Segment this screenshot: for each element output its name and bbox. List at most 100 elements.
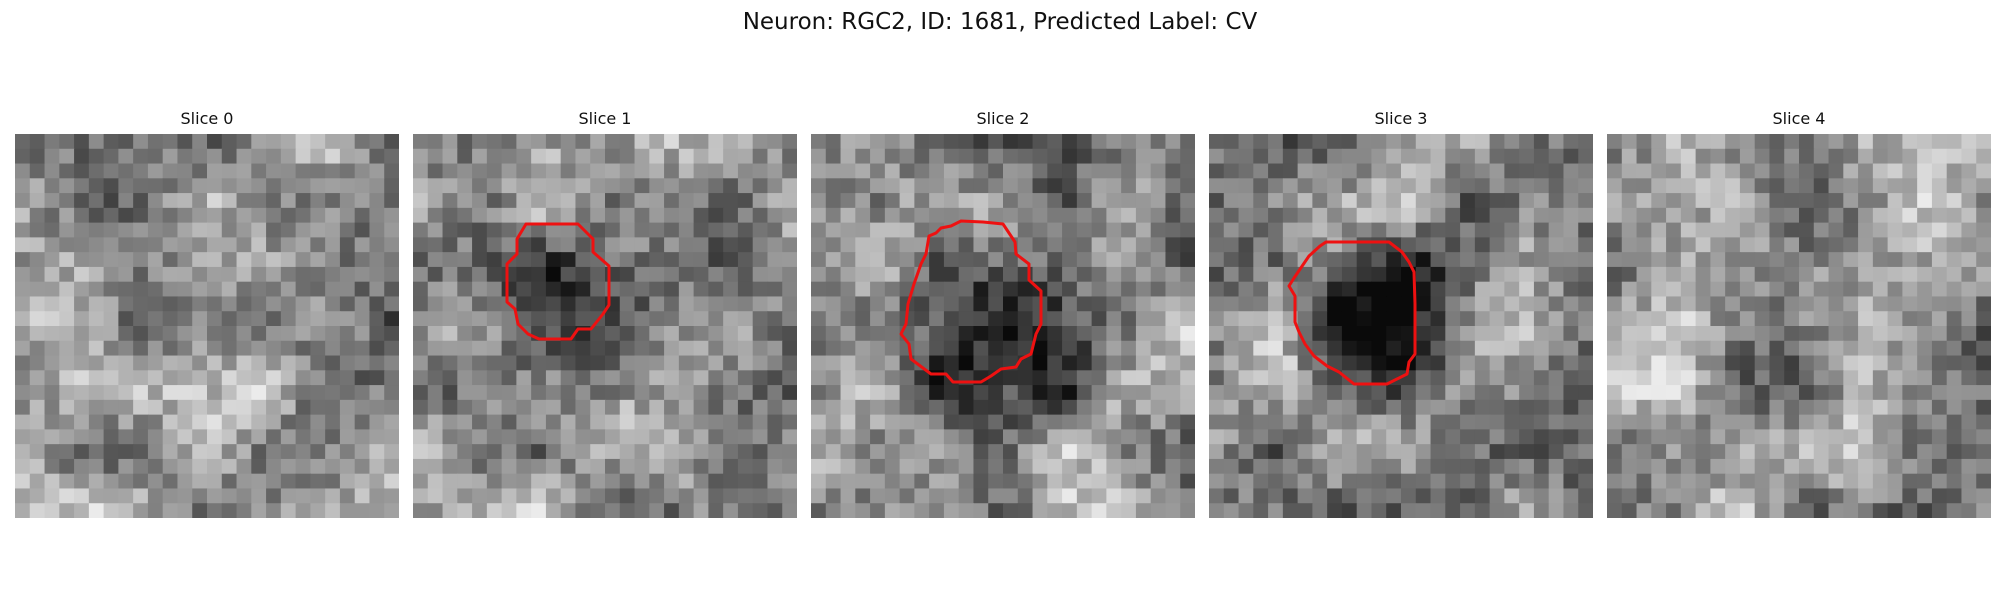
pixel-cell — [1651, 488, 1667, 504]
pixel-cell — [501, 281, 517, 298]
pixel-cell — [1445, 281, 1461, 298]
pixel-cell — [737, 370, 754, 386]
pixel-cell — [442, 311, 458, 327]
pixel-cell — [325, 458, 341, 475]
pixel-cell — [590, 163, 606, 179]
pixel-cell — [413, 429, 429, 445]
pixel-cell — [1548, 311, 1565, 327]
pixel-cell — [1710, 163, 1726, 179]
pixel-cell — [811, 178, 827, 194]
pixel-cell — [74, 281, 90, 298]
pixel-cell — [1121, 444, 1137, 460]
pixel-cell — [619, 473, 636, 490]
pixel-cell — [1519, 414, 1535, 430]
pixel-cell — [1976, 266, 1991, 283]
pixel-cell — [442, 237, 458, 253]
pixel-cell — [1312, 296, 1328, 312]
pixel-cell — [1754, 444, 1771, 460]
pixel-cell — [1165, 399, 1181, 416]
pixel-cell — [103, 429, 119, 445]
pixel-cell — [782, 281, 797, 298]
pixel-cell — [782, 370, 797, 386]
pixel-cell — [1017, 340, 1034, 357]
pixel-cell — [1843, 266, 1859, 283]
pixel-cell — [1902, 178, 1918, 194]
pixel-cell — [1474, 414, 1491, 430]
pixel-cell — [1062, 252, 1078, 268]
pixel-cell — [29, 266, 46, 283]
pixel-cell — [1341, 281, 1358, 298]
pixel-cell — [1754, 311, 1771, 327]
pixel-cell — [59, 488, 75, 504]
pixel-cell — [1578, 311, 1593, 327]
pixel-cell — [531, 473, 547, 490]
pixel-cell — [723, 340, 739, 357]
pixel-cell — [1180, 266, 1195, 283]
pixel-cell — [1297, 207, 1313, 224]
pixel-cell — [486, 370, 503, 386]
pixel-cell — [1917, 252, 1933, 268]
pixel-cell — [339, 429, 356, 445]
pixel-cell — [1312, 163, 1328, 179]
pixel-cell — [1017, 370, 1034, 386]
pixel-cell — [1150, 178, 1167, 194]
pixel-cell — [1445, 385, 1461, 401]
pixel-cell — [1828, 237, 1844, 253]
pixel-cell — [605, 385, 621, 401]
pixel-cell — [1282, 326, 1299, 342]
pixel-cell — [207, 193, 223, 209]
pixel-cell — [207, 444, 223, 460]
pixel-cell — [752, 385, 769, 401]
pixel-cell — [545, 458, 562, 475]
pixel-cell — [1430, 311, 1446, 327]
pixel-cell — [1047, 148, 1063, 165]
pixel-cell — [1165, 163, 1181, 179]
pixel-cell — [29, 281, 46, 298]
pixel-cell — [1282, 252, 1299, 268]
pixel-cell — [1047, 444, 1063, 460]
pixel-cell — [1253, 281, 1269, 298]
pixel-cell — [457, 281, 473, 298]
pixel-cell — [339, 488, 356, 504]
pixel-cell — [310, 134, 326, 150]
pixel-cell — [1946, 311, 1963, 327]
pixel-cell — [1209, 148, 1225, 165]
pixel-cell — [369, 222, 385, 238]
pixel-cell — [1754, 385, 1771, 401]
pixel-cell — [1946, 340, 1963, 357]
pixel-cell — [782, 326, 797, 342]
pixel-cell — [427, 163, 444, 179]
pixel-cell — [943, 414, 960, 430]
pixel-cell — [1106, 444, 1122, 460]
pixel-cell — [1135, 340, 1152, 357]
pixel-cell — [693, 503, 709, 518]
pixel-cell — [1695, 163, 1711, 179]
pixel-cell — [1710, 178, 1726, 194]
pixel-cell — [1253, 385, 1269, 401]
pixel-cell — [1621, 414, 1638, 430]
slice-title: Slice 4 — [1772, 109, 1826, 128]
pixel-cell — [1106, 163, 1122, 179]
pixel-cell — [280, 222, 297, 238]
pixel-cell — [1135, 385, 1152, 401]
pixel-cell — [545, 207, 562, 224]
pixel-cell — [899, 429, 915, 445]
pixel-cell — [1076, 252, 1093, 268]
pixel-cell — [44, 222, 60, 238]
pixel-cell — [133, 429, 149, 445]
pixel-cell — [442, 458, 458, 475]
pixel-cell — [516, 281, 532, 298]
pixel-cell — [29, 444, 46, 460]
pixel-cell — [1047, 458, 1063, 475]
pixel-cell — [1887, 311, 1903, 327]
pixel-cell — [1165, 473, 1181, 490]
pixel-cell — [310, 266, 326, 283]
pixel-cell — [855, 222, 871, 238]
pixel-cell — [1135, 207, 1152, 224]
pixel-cell — [1563, 134, 1579, 150]
pixel-cell — [413, 163, 429, 179]
pixel-cell — [752, 148, 769, 165]
pixel-cell — [1828, 281, 1844, 298]
pixel-cell — [1636, 370, 1652, 386]
pixel-cell — [442, 399, 458, 416]
